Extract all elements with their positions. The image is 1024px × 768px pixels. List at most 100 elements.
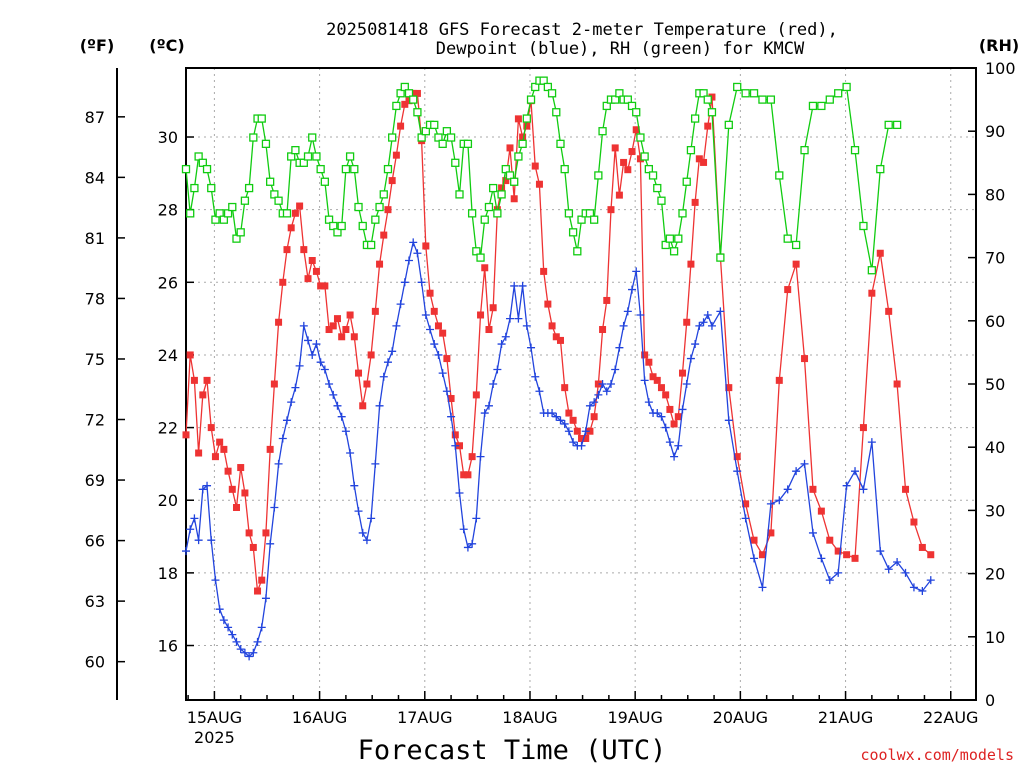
dewpoint-point [783, 485, 792, 494]
temperature-point [691, 198, 699, 206]
dewpoint-point [358, 528, 367, 537]
dewpoint-point [505, 314, 514, 323]
rh-point [510, 177, 519, 186]
temperature-point [708, 93, 716, 101]
rh-point [598, 127, 607, 136]
dewpoint-point [211, 576, 220, 585]
x-tick-label: 16AUG [292, 708, 347, 727]
dewpoint-point [463, 543, 472, 552]
temperature-point [506, 144, 514, 152]
dewpoint-point [594, 390, 603, 399]
credit-link[interactable]: coolwx.com/models [860, 746, 1014, 764]
rh-point [703, 95, 712, 104]
data-series [181, 76, 935, 661]
dewpoint-point [640, 376, 649, 385]
temperature-point [300, 246, 308, 254]
rh-point [661, 240, 670, 250]
rh-point [859, 221, 868, 231]
temperature-point [620, 158, 628, 166]
dewpoint-point [299, 321, 308, 330]
temperature-point [666, 405, 674, 413]
dewpoint-point [367, 514, 376, 523]
rh-point [207, 183, 216, 193]
rh-point [539, 76, 548, 85]
dewpoint-point [598, 380, 607, 388]
temperature-point [380, 231, 388, 239]
dewpoint-point [308, 350, 317, 359]
temperature-point [843, 551, 851, 559]
temperature-point [502, 177, 510, 185]
temperature-point [498, 184, 506, 192]
dewpoint-point [182, 547, 190, 556]
dewpoint-point [581, 427, 590, 436]
temperature-point [460, 471, 468, 479]
dewpoint-point [552, 412, 561, 421]
dewpoint-point [527, 343, 536, 352]
rh-point [270, 190, 279, 199]
dewpoint-point [383, 358, 392, 367]
rh-point [181, 164, 191, 174]
rh-point [194, 152, 203, 161]
temperature-point [434, 322, 442, 330]
x-tick-label: 18AUG [502, 708, 557, 727]
dewpoint-point [186, 525, 195, 534]
temperature-point [338, 333, 346, 341]
temperature-point [312, 267, 320, 275]
x-tick-label: 22AUG [923, 708, 978, 727]
rh-point [892, 120, 902, 130]
dewpoint-point [497, 340, 506, 349]
rh-point [409, 95, 418, 104]
temperature-point [392, 151, 400, 159]
temperature-point [758, 551, 766, 559]
dewpoint-point [274, 459, 283, 468]
rh-point [564, 209, 574, 218]
dewpoint-point [678, 405, 687, 414]
temperature-point [405, 97, 413, 105]
temperature-point [203, 376, 211, 384]
rh-point [274, 196, 283, 205]
dewpoint-point [876, 547, 885, 556]
rh-point [455, 190, 464, 199]
dewpoint-point [901, 568, 910, 577]
dewpoint-point [590, 398, 599, 407]
dewpoint-point [724, 416, 733, 425]
dewpoint-point [531, 372, 540, 381]
temperature-point [190, 376, 198, 384]
rh-point [413, 108, 422, 117]
temperature-point [540, 267, 548, 275]
rh-point [232, 234, 241, 243]
rh-point [472, 247, 481, 256]
fahrenheit-tick-label: 63 [85, 592, 105, 611]
dewpoint-point [636, 310, 645, 319]
temperature-point [477, 311, 485, 319]
temperature-point [443, 355, 451, 363]
temperature-point [784, 286, 792, 294]
temperature-point [401, 100, 409, 108]
dewpoint-point [699, 318, 708, 327]
dewpoint-point [278, 434, 287, 443]
dewpoint-point [194, 536, 203, 545]
fahrenheit-tick-label: 72 [85, 411, 105, 430]
temperature-point [439, 329, 447, 337]
rh-point [442, 127, 452, 136]
temperature-point [632, 126, 640, 134]
dewpoint-point [569, 438, 578, 447]
temperature-point [695, 155, 703, 163]
rh-point [556, 139, 565, 148]
dewpoint-point [535, 387, 544, 396]
temperature-point [350, 333, 358, 341]
temperature-point [287, 224, 295, 232]
dewpoint-point [434, 350, 443, 359]
chart-title-line-2: Dewpoint (blue), RH (green) for KMCW [436, 39, 805, 59]
temperature-point [266, 445, 274, 453]
dewpoint-point [716, 307, 725, 316]
temperature-point [270, 380, 278, 388]
dewpoint-point [219, 616, 228, 625]
temperature-point [430, 307, 438, 315]
rh-point [678, 209, 687, 218]
rh-point [446, 133, 456, 142]
rh-point [484, 202, 494, 212]
rh-point [594, 171, 603, 180]
fahrenheit-tick-label: 66 [85, 532, 105, 551]
temperature-point [662, 391, 670, 399]
